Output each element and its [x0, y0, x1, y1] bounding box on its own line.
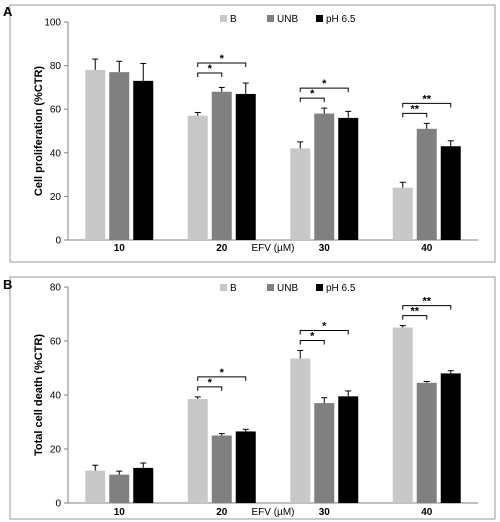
bar — [235, 431, 256, 503]
panel-b: B 0 20 40 60 80 Total cell death (%CTR) 10 20 30 4… — [3, 276, 496, 520]
legend-label: UNB — [277, 283, 298, 294]
significance-label: * — [322, 78, 327, 90]
bar — [290, 148, 311, 240]
significance-bracket — [197, 62, 247, 68]
y-tick-label: 40 — [50, 391, 62, 402]
y-axis-title: Cell proliferation (%CTR) — [33, 66, 45, 197]
bar — [133, 467, 154, 503]
significance-bracket — [402, 305, 452, 310]
y-tick-label: 80 — [50, 61, 62, 72]
bar — [109, 72, 130, 240]
significance-bracket — [197, 376, 247, 381]
significance-label: * — [208, 63, 213, 75]
bar — [416, 128, 437, 240]
significance-bracket — [299, 339, 325, 345]
significance-label: * — [220, 367, 225, 379]
y-axis-title: Total cell death (%CTR) — [33, 334, 45, 456]
legend-swatch — [316, 15, 323, 22]
bar — [290, 358, 311, 503]
bar — [338, 117, 359, 240]
y-tick-label: 20 — [50, 445, 62, 456]
bar — [187, 399, 208, 503]
x-category-label: 40 — [421, 507, 433, 518]
significance-label: ** — [422, 296, 431, 308]
significance-label: * — [208, 377, 213, 389]
significance-label: ** — [422, 93, 431, 105]
significance-bracket — [197, 72, 223, 78]
bar — [416, 382, 437, 503]
bar — [235, 93, 256, 240]
legend-label: pH 6.5 — [326, 283, 356, 294]
panel-letter: B — [3, 277, 12, 292]
bar — [187, 115, 208, 240]
legend-label: pH 6.5 — [326, 14, 356, 25]
bar — [109, 474, 130, 503]
significance-label: * — [310, 88, 315, 100]
significance-bracket — [402, 315, 428, 320]
bar — [314, 113, 335, 240]
bar — [392, 327, 413, 503]
significance-label: ** — [410, 103, 419, 115]
panel-a: A 0 20 40 60 80 100 Cell proliferation (%CTR) 10… — [3, 4, 496, 263]
bar — [440, 373, 461, 503]
x-axis-title: EFV (µM) — [252, 243, 295, 254]
bar — [314, 403, 335, 503]
legend-label: UNB — [277, 14, 298, 25]
y-tick-label: 60 — [50, 105, 62, 116]
y-tick-label: 0 — [55, 499, 61, 510]
legend-label: B — [230, 14, 237, 25]
legend-swatch — [267, 15, 274, 22]
x-category-label: 40 — [421, 243, 433, 254]
bar — [338, 396, 359, 503]
significance-label: * — [322, 320, 327, 332]
y-tick-label: 80 — [50, 283, 62, 294]
panel-letter: A — [3, 4, 13, 19]
bar — [211, 91, 232, 240]
bar — [85, 470, 106, 503]
significance-bracket — [402, 112, 428, 118]
bar — [133, 80, 154, 240]
bar — [85, 69, 106, 241]
significance-bracket — [197, 386, 223, 391]
legend-swatch — [267, 284, 274, 291]
bar — [211, 435, 232, 503]
bar — [392, 187, 413, 240]
significance-label: * — [310, 330, 315, 342]
x-category-label: 10 — [114, 243, 126, 254]
y-tick-label: 0 — [55, 236, 61, 247]
bar — [440, 146, 461, 240]
legend-swatch — [220, 284, 227, 291]
x-category-label: 20 — [216, 507, 228, 518]
legend-swatch — [220, 15, 227, 22]
significance-bracket — [299, 87, 349, 93]
legend-swatch — [316, 284, 323, 291]
x-category-label: 20 — [216, 243, 228, 254]
y-tick-label: 40 — [50, 148, 62, 159]
significance-label: * — [220, 53, 225, 65]
significance-bracket — [299, 97, 325, 103]
legend-label: B — [230, 283, 237, 294]
y-tick-label: 60 — [50, 337, 62, 348]
x-category-label: 30 — [319, 243, 331, 254]
significance-label: ** — [410, 306, 419, 318]
y-tick-label: 20 — [50, 192, 62, 203]
x-category-label: 10 — [114, 507, 126, 518]
x-axis-title: EFV (µM) — [252, 507, 295, 518]
significance-bracket — [402, 102, 452, 108]
x-category-label: 30 — [319, 507, 331, 518]
significance-bracket — [299, 329, 349, 335]
y-tick-label: 100 — [44, 18, 61, 29]
